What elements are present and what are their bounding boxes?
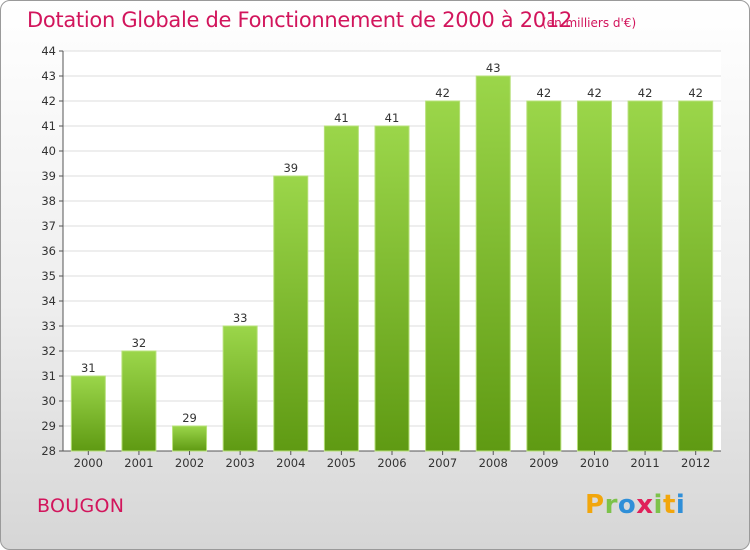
y-tick-label: 33	[41, 319, 56, 333]
y-tick-label: 31	[41, 369, 56, 383]
x-tick-label: 2001	[124, 456, 153, 470]
y-tick-label: 39	[41, 169, 56, 183]
logo-letter-o: o	[617, 490, 637, 520]
logo-letter-r: r	[604, 490, 618, 520]
logo-letter-x: x	[636, 490, 654, 520]
logo-letter-t: t	[662, 490, 676, 520]
bar-value-label: 43	[486, 61, 501, 75]
y-tick-label: 35	[41, 269, 56, 283]
proxiti-logo: Proxiti	[585, 490, 685, 520]
y-tick-label: 30	[41, 394, 56, 408]
y-tick-label: 38	[41, 194, 56, 208]
bar-value-label: 29	[182, 411, 197, 425]
y-tick-label: 44	[41, 44, 56, 58]
bar	[323, 125, 359, 452]
x-tick-label: 2011	[630, 456, 659, 470]
y-tick-label: 32	[41, 344, 56, 358]
bar-value-label: 41	[334, 111, 349, 125]
bar	[121, 350, 157, 452]
y-tick-label: 36	[41, 244, 56, 258]
y-tick-label: 42	[41, 94, 56, 108]
bar	[273, 175, 309, 452]
logo-letter-p: P	[585, 490, 605, 520]
x-tick-label: 2006	[377, 456, 406, 470]
chart-subtitle: (en milliers d'€)	[542, 16, 637, 30]
x-tick-label: 2002	[175, 456, 204, 470]
x-tick-label: 2005	[327, 456, 356, 470]
bar	[576, 100, 612, 452]
bar-value-label: 42	[587, 86, 602, 100]
logo-letter-i: i	[653, 490, 663, 520]
bar-value-label: 41	[385, 111, 400, 125]
y-tick-label: 28	[41, 444, 56, 458]
bar-value-label: 42	[688, 86, 703, 100]
bar	[172, 425, 208, 452]
bar-value-label: 42	[537, 86, 552, 100]
bar	[425, 100, 461, 452]
bar	[678, 100, 714, 452]
x-tick-label: 2007	[428, 456, 457, 470]
x-tick-label: 2000	[74, 456, 103, 470]
bar	[526, 100, 562, 452]
bar-value-label: 32	[132, 336, 147, 350]
logo-letter-i2: i	[675, 490, 686, 520]
bar-value-label: 31	[81, 361, 96, 375]
y-tick-label: 34	[41, 294, 56, 308]
y-tick-label: 40	[41, 144, 56, 158]
x-tick-label: 2012	[681, 456, 710, 470]
bar-value-label: 42	[435, 86, 450, 100]
bar	[374, 125, 410, 452]
chart-title: Dotation Globale de Fonctionnement de 20…	[27, 8, 572, 32]
bar	[222, 325, 258, 452]
y-tick-label: 43	[41, 69, 56, 83]
x-tick-label: 2008	[479, 456, 508, 470]
bar-value-label: 33	[233, 311, 248, 325]
bar	[627, 100, 663, 452]
bar-value-label: 39	[283, 161, 298, 175]
x-tick-label: 2004	[276, 456, 305, 470]
x-tick-label: 2009	[529, 456, 558, 470]
y-tick-label: 37	[41, 219, 56, 233]
bar	[70, 375, 106, 452]
y-tick-label: 41	[41, 119, 56, 133]
y-tick-label: 29	[41, 419, 56, 433]
x-tick-label: 2010	[580, 456, 609, 470]
bar	[475, 75, 511, 452]
bar-value-label: 42	[638, 86, 653, 100]
x-tick-label: 2003	[226, 456, 255, 470]
commune-name: BOUGON	[37, 495, 125, 517]
